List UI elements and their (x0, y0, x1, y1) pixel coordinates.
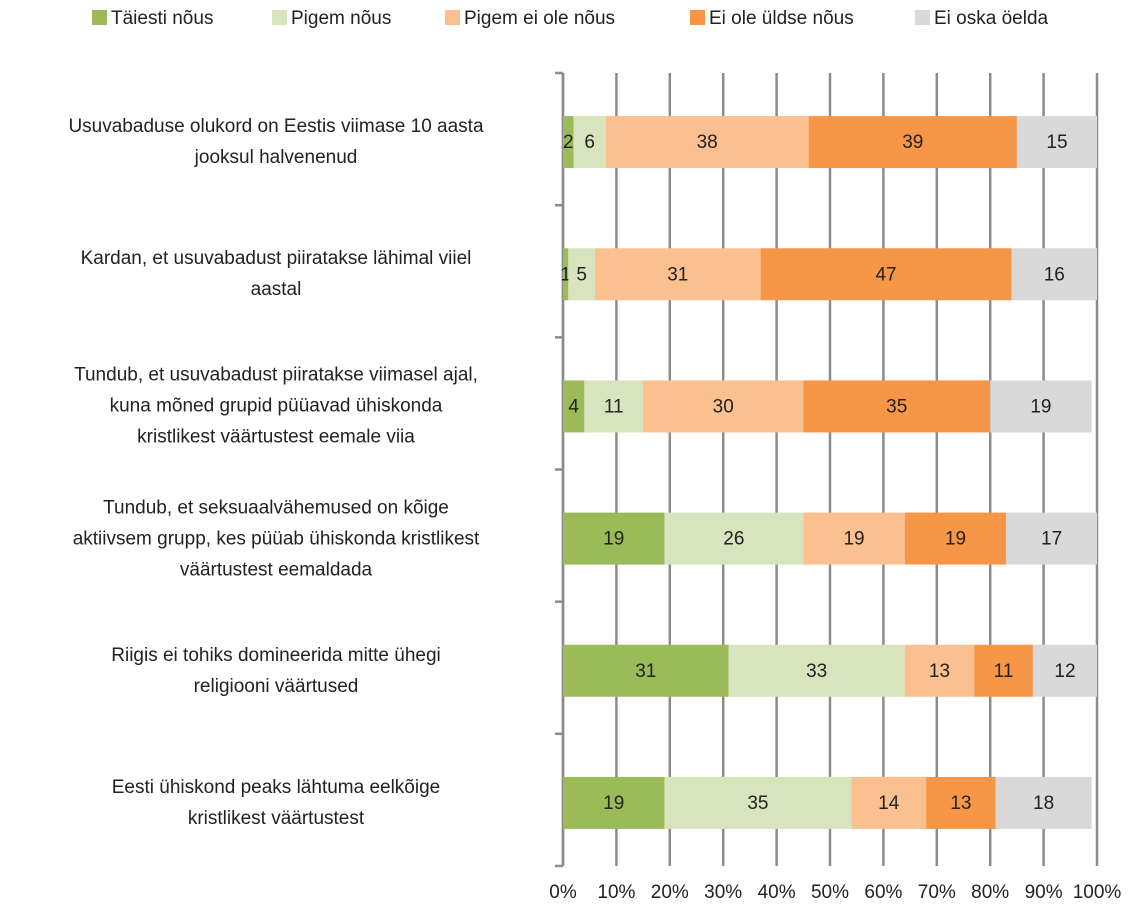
data-label: 4 (568, 396, 579, 417)
data-label: 19 (1030, 396, 1051, 417)
data-label: 47 (875, 264, 896, 285)
bar-segment (851, 776, 927, 829)
data-label: 19 (843, 529, 864, 550)
legend-swatch (915, 10, 930, 25)
x-tick-label: 40% (758, 882, 796, 903)
bar-segment (643, 380, 804, 433)
bar-segment (563, 776, 665, 829)
data-label: 31 (635, 661, 656, 682)
data-label: 2 (563, 132, 574, 153)
legend-label: Ei ole üldse nõus (709, 8, 854, 29)
x-tick-label: 0% (549, 882, 577, 903)
data-label: 39 (902, 132, 923, 153)
bar-segment (664, 512, 804, 565)
data-label: 33 (806, 661, 827, 682)
bar-segment (1006, 512, 1097, 565)
bar-segment (1011, 248, 1097, 301)
data-label: 5 (576, 264, 587, 285)
bar-segment (803, 380, 991, 433)
bar-segment (595, 248, 761, 301)
data-label: 38 (697, 132, 718, 153)
data-label: 19 (945, 529, 966, 550)
bar-segment (990, 380, 1092, 433)
bar-segment (728, 644, 905, 697)
x-tick-label: 10% (597, 882, 635, 903)
bar-segment (563, 116, 574, 169)
bar-segment (568, 248, 596, 301)
bar-segment (1016, 116, 1097, 169)
bar-segment (995, 776, 1092, 829)
data-label: 12 (1054, 661, 1075, 682)
data-label: 16 (1044, 264, 1065, 285)
x-tick-label: 20% (651, 882, 689, 903)
bar-segment (563, 644, 729, 697)
bar-segment (664, 776, 852, 829)
bar-segment (904, 644, 975, 697)
data-label: 14 (878, 793, 900, 814)
x-tick-label: 100% (1073, 882, 1122, 903)
bar-segment (803, 512, 905, 565)
data-label: 31 (667, 264, 688, 285)
data-label: 17 (1041, 529, 1062, 550)
bar-segment (760, 248, 1012, 301)
x-tick-label: 30% (704, 882, 742, 903)
legend-swatch (92, 10, 107, 25)
bar-segment (926, 776, 996, 829)
x-tick-label: 80% (971, 882, 1009, 903)
data-label: 11 (994, 661, 1014, 682)
legend-label: Täiesti nõus (111, 8, 213, 29)
bar-segment (573, 116, 606, 169)
category-label: Kardan, et usuvabadust piiratakse lähima… (80, 248, 472, 301)
legend-label: Pigem ei ole nõus (464, 8, 615, 29)
bar-segment (563, 512, 665, 565)
category-label: Usuvabaduse olukord on Eestis viimase 10… (68, 116, 484, 169)
legend-swatch (445, 10, 460, 25)
x-tick-label: 70% (918, 882, 956, 903)
data-label: 19 (603, 793, 624, 814)
data-label: 35 (886, 396, 907, 417)
bar-segment (974, 644, 1033, 697)
bar-segment (563, 380, 585, 433)
x-tick-label: 50% (811, 882, 849, 903)
bar-segment (563, 248, 569, 301)
legend-label: Ei oska öelda (934, 8, 1049, 29)
data-label: 18 (1033, 793, 1054, 814)
data-label: 1 (560, 264, 571, 285)
category-label: Eesti ühiskond peaks lähtuma eelkõige kr… (111, 776, 441, 829)
data-label: 35 (747, 793, 768, 814)
data-label: 30 (713, 396, 734, 417)
category-label: Tundub, et usuvabadust piiratakse viimas… (74, 364, 478, 448)
bar-segment (808, 116, 1017, 169)
data-label: 19 (603, 529, 624, 550)
category-label: Tundub, et seksuaalvähemused on kõige ak… (72, 497, 480, 581)
x-tick-label: 90% (1025, 882, 1063, 903)
bar-segment (584, 380, 644, 433)
bar-segment (904, 512, 1007, 565)
data-label: 11 (604, 396, 624, 417)
data-label: 13 (950, 793, 971, 814)
data-label: 13 (929, 661, 950, 682)
data-label: 26 (723, 529, 744, 550)
data-label: 6 (584, 132, 595, 153)
bar-segment (605, 116, 809, 169)
legend-swatch (690, 10, 705, 25)
legend-label: Pigem nõus (291, 8, 391, 29)
category-label: Riigis ei tohiks domineerida mitte ühegi… (111, 644, 441, 697)
bar-segment (1032, 644, 1097, 697)
data-label: 15 (1046, 132, 1067, 153)
x-tick-label: 60% (864, 882, 902, 903)
legend-swatch (272, 10, 287, 25)
